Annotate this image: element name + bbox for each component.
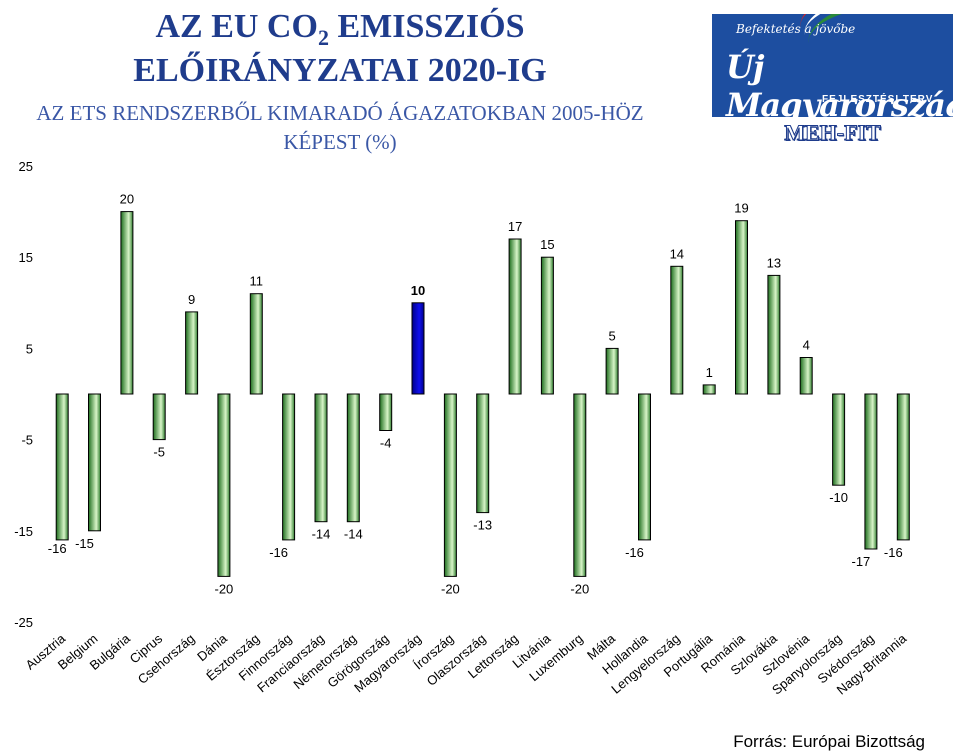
logo-plan: FEJLESZTÉSI TERV: [822, 94, 934, 105]
data-label: -16: [625, 545, 644, 560]
y-tick-label: -5: [21, 433, 33, 448]
data-label: -4: [380, 436, 392, 451]
logo-name: Új Magyarország: [726, 48, 953, 117]
bar: [411, 302, 425, 395]
bar: [508, 238, 522, 395]
y-tick-label: 15: [19, 250, 33, 265]
bar: [152, 393, 166, 441]
y-tick-label: -25: [14, 615, 33, 630]
category-labels: AusztriaBelgiumBulgáriaCiprusCsehországD…: [23, 630, 910, 697]
logo-slogan: Befektetés a jövőbe: [736, 22, 856, 36]
data-label: -5: [153, 445, 165, 460]
y-axis-ticks: 25 15 5 -5 -15 -25: [14, 159, 33, 630]
y-tick-label: -15: [14, 524, 33, 539]
data-label: -14: [344, 527, 363, 542]
data-label: 13: [767, 255, 781, 270]
title-subscript: 2: [317, 24, 329, 50]
chart-title-line2: ELŐIRÁNYZATAI 2020-IG: [133, 52, 547, 89]
chart-subtitle-line1: AZ ETS RENDSZERBŐL KIMARADÓ ÁGAZATOKBAN …: [36, 101, 644, 125]
bar: [185, 311, 199, 395]
data-label: 10: [411, 283, 425, 298]
data-label: -16: [48, 541, 67, 556]
data-label: 14: [670, 246, 684, 261]
bar: [346, 393, 360, 523]
bar: [864, 393, 878, 550]
data-label: -20: [570, 581, 589, 596]
bar: [767, 274, 781, 395]
data-label: 9: [188, 292, 195, 307]
data-label: -13: [473, 518, 492, 533]
bar: [832, 393, 846, 486]
bar: [605, 347, 619, 395]
bars: [55, 211, 910, 577]
uj-magyarorszag-logo: Befektetés a jövőbe Új Magyarország FEJL…: [712, 14, 953, 117]
chart-subtitle-line2: KÉPEST (%): [283, 130, 397, 154]
data-label: -16: [884, 545, 903, 560]
bar: [573, 393, 587, 577]
data-label: 4: [803, 338, 810, 353]
meh-fit-caption: MEH-FIT: [784, 120, 882, 146]
data-label: 15: [540, 237, 554, 252]
data-label: 19: [734, 201, 748, 216]
title-pre: AZ EU CO: [155, 8, 318, 45]
bar: [476, 393, 490, 514]
bar: [379, 393, 393, 431]
bar: [896, 393, 910, 541]
data-label: -15: [75, 536, 94, 551]
data-label: -16: [269, 545, 288, 560]
data-label: -20: [441, 581, 460, 596]
source-note: Forrás: Európai Bizottság: [733, 732, 925, 751]
bar: [314, 393, 328, 523]
data-label: -17: [852, 554, 871, 569]
bar: [799, 357, 813, 395]
data-label: 11: [250, 274, 264, 289]
bar: [88, 393, 101, 532]
bar: [249, 293, 263, 395]
y-tick-label: 5: [26, 341, 33, 356]
data-label: -20: [215, 581, 234, 596]
data-label: 20: [120, 192, 134, 207]
data-label: -14: [312, 527, 331, 542]
bar: [702, 384, 716, 395]
title-post: EMISSZIÓS: [328, 8, 525, 45]
bar: [282, 393, 296, 541]
bar: [540, 256, 554, 395]
chart-title-line1: AZ EU CO2 EMISSZIÓS: [0, 8, 680, 57]
data-label: 1: [706, 365, 713, 380]
data-label: 17: [508, 219, 522, 234]
data-label: 5: [608, 328, 615, 343]
y-tick-label: 25: [19, 159, 33, 174]
bar: [638, 393, 651, 541]
bar: [443, 393, 457, 577]
bar: [120, 211, 134, 395]
bar: [55, 393, 69, 541]
bar: [670, 265, 684, 395]
data-label: -10: [829, 490, 848, 505]
bar: [217, 393, 231, 577]
bar: [735, 220, 748, 395]
